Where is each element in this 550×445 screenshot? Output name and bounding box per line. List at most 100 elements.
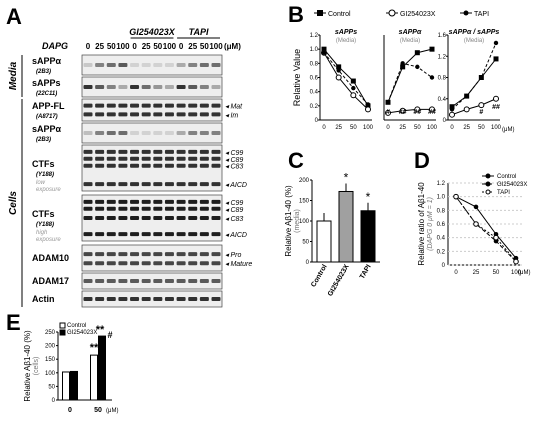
blot-band <box>106 232 116 237</box>
blot-band <box>83 85 93 89</box>
blot-exposure-note: exposure <box>36 237 61 243</box>
blot-band <box>199 216 209 220</box>
blot-band <box>211 252 221 257</box>
blot-band <box>141 206 151 211</box>
blot-band <box>106 149 116 154</box>
data-point <box>429 75 435 80</box>
data-point <box>473 204 479 210</box>
blot-band <box>118 206 128 211</box>
blot-band <box>211 112 221 117</box>
series-line <box>451 98 497 116</box>
data-point <box>414 50 420 56</box>
data-point <box>350 92 357 99</box>
blot-band <box>176 252 186 257</box>
blot-band <box>153 156 163 161</box>
blot-band <box>188 252 198 257</box>
series-line <box>387 108 432 114</box>
blot-band <box>199 63 209 67</box>
blot-band <box>95 103 105 108</box>
blot-band <box>211 279 221 283</box>
blot-band <box>176 199 186 204</box>
lane-concentration: 100 <box>163 42 177 51</box>
blot-band <box>130 63 140 67</box>
series-line <box>455 196 517 259</box>
data-point <box>415 64 420 70</box>
blot-band <box>106 199 116 204</box>
blot-band <box>118 252 128 257</box>
blot-band <box>95 297 105 301</box>
x-tick-label: 0 <box>386 125 390 131</box>
y-tick-label: 0.8 <box>438 76 447 82</box>
data-point <box>414 106 421 113</box>
lane-concentration: 50 <box>200 42 209 51</box>
blot-band <box>83 163 93 168</box>
lane-concentration: 100 <box>116 42 130 51</box>
blot-band <box>199 261 209 266</box>
blot-band <box>141 103 151 108</box>
blot-row-label: CTFs <box>32 209 55 219</box>
significance-mark: ## <box>413 109 421 116</box>
lane-concentration: 100 <box>209 42 223 51</box>
blot-strip <box>81 272 223 290</box>
legend-label: GI254023X <box>497 182 527 188</box>
data-point <box>513 258 519 265</box>
blot-band <box>199 252 209 257</box>
blot-band <box>164 149 174 154</box>
blot-row-label: APP-FL <box>32 101 65 111</box>
blot-band <box>106 156 116 161</box>
blot-row-label: CTFs <box>32 159 55 169</box>
blot-band <box>106 216 116 220</box>
bar <box>90 354 98 401</box>
blot-band <box>141 297 151 301</box>
blot-band <box>164 85 174 89</box>
blot-band <box>164 156 174 161</box>
x-tick-label: 25 <box>473 270 480 276</box>
blot-band <box>130 149 140 154</box>
blot-band <box>176 279 186 283</box>
blot-band <box>153 182 163 187</box>
blot-band <box>164 297 174 301</box>
blot-strip <box>81 98 223 122</box>
legend-marker <box>59 329 66 336</box>
blot-band <box>141 156 151 161</box>
category-label: GI254023X <box>327 263 351 297</box>
y-tick-label: 0.8 <box>437 208 446 214</box>
series-line <box>323 48 369 107</box>
blot-band <box>164 163 174 168</box>
blot-row-sublabel: (A8717) <box>36 114 58 120</box>
x-tick-label: 100 <box>363 125 374 131</box>
y-tick-label: 0.2 <box>310 104 319 110</box>
y-tick-label: 0.6 <box>437 222 446 228</box>
data-point <box>479 75 484 80</box>
subplot-title: sAPPα / sAPPs <box>449 29 500 36</box>
x-tick-label: 50 <box>350 125 357 131</box>
significance-mark: ## <box>492 104 500 111</box>
blot-band <box>199 182 209 187</box>
lane-concentration: 50 <box>107 42 116 51</box>
blot-row-label: ADAM17 <box>32 276 69 286</box>
blot-row-label: Actin <box>32 294 55 304</box>
x-tick-label: 0 <box>450 125 454 131</box>
group-header: TAPI <box>189 27 209 37</box>
x-tick-label: 0 <box>454 270 458 276</box>
blot-band <box>118 112 128 117</box>
blot-band <box>153 103 163 108</box>
blot-band <box>153 252 163 257</box>
blot-row-sublabel: (22C11) <box>36 91 57 97</box>
y-axis-sublabel: (cells) <box>33 357 40 376</box>
blot-marker-label: ◂ C89 <box>225 207 243 214</box>
blot-band <box>141 63 151 67</box>
blot-band <box>176 131 186 135</box>
blot-band <box>130 131 140 135</box>
y-tick-label: 0 <box>306 260 310 266</box>
blot-strip <box>81 122 223 144</box>
y-tick-label: 0.4 <box>437 236 446 242</box>
blot-band <box>106 163 116 168</box>
blot-strip <box>81 290 223 308</box>
blot-marker-label: ◂ Im <box>225 112 238 119</box>
blot-band <box>176 163 186 168</box>
blot-band <box>83 206 93 211</box>
bar <box>98 335 106 401</box>
blot-band <box>211 199 221 204</box>
